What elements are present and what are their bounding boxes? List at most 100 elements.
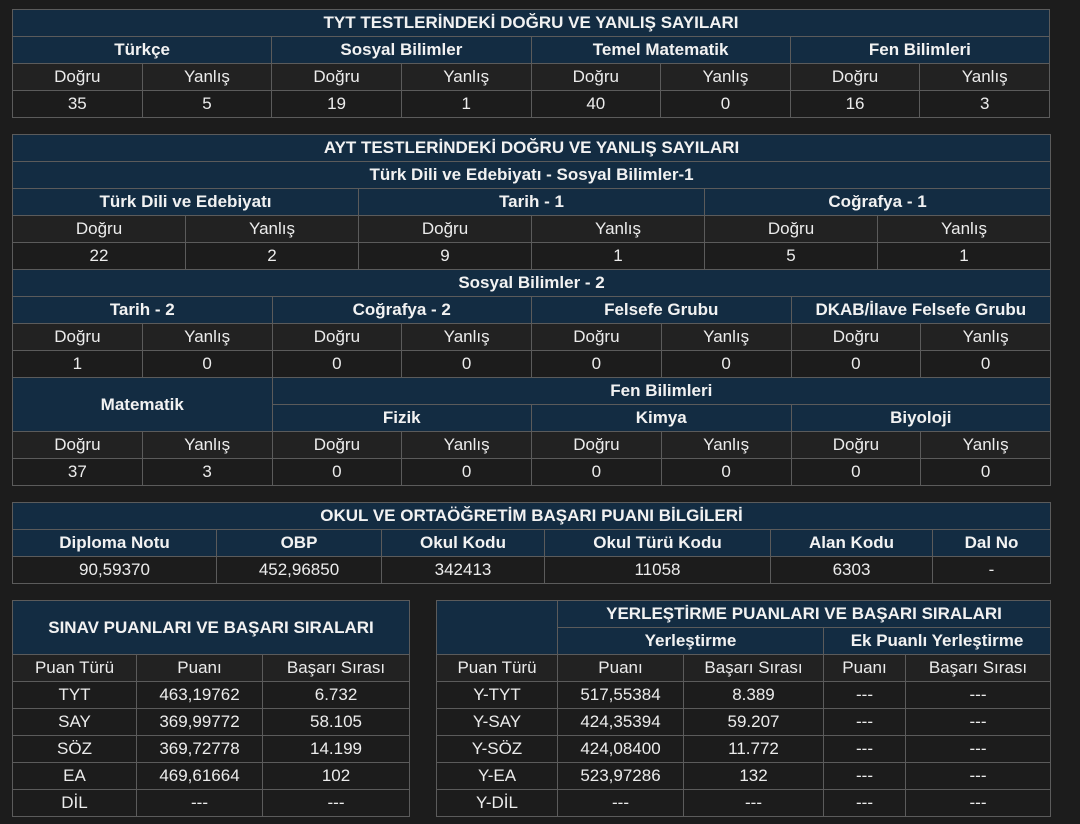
ayt-fen-title: Fen Bilimleri xyxy=(271,377,1052,405)
tyt-sosyal-yanlis: 1 xyxy=(400,90,532,118)
okul-kodu-value: 342413 xyxy=(381,556,545,584)
ayt-cografya2-dogru: 0 xyxy=(271,350,403,378)
puan-turu: SÖZ xyxy=(12,735,137,763)
ayt-title: AYT TESTLERİNDEKİ DOĞRU VE YANLIŞ SAYILA… xyxy=(11,134,1052,162)
tyt-subject-matematik: Temel Matematik xyxy=(530,36,791,64)
dogru-label: Doğru xyxy=(790,431,922,459)
ayt-felsefe-yanlis: 0 xyxy=(660,350,792,378)
yanlis-label: Yanlış xyxy=(660,63,791,91)
tyt-subject-fen: Fen Bilimleri xyxy=(789,36,1051,64)
dogru-label: Doğru xyxy=(531,323,662,351)
yerlestirme-title: YERLEŞTİRME PUANLARI VE BAŞARI SIRALARI xyxy=(557,600,1051,628)
dogru-label: Doğru xyxy=(704,215,878,243)
ayt-subject-tarih1: Tarih - 1 xyxy=(358,188,705,216)
yerlestirme-header: Başarı Sırası xyxy=(683,654,824,682)
yanlis-label: Yanlış xyxy=(401,431,532,459)
puan-turu: SAY xyxy=(12,708,137,736)
dogru-label: Doğru xyxy=(530,63,662,91)
basari-sirasi: --- xyxy=(683,789,824,817)
dogru-label: Doğru xyxy=(12,431,143,459)
ayt-subject-tarih2: Tarih - 2 xyxy=(12,296,273,324)
yerlestirme-header: Puanı xyxy=(823,654,906,682)
sinav-header: Puanı xyxy=(136,654,263,682)
basari-sirasi: 6.732 xyxy=(261,681,411,709)
obp-header: Alan Kodu xyxy=(770,529,933,557)
ayt-subject-felsefe: Felsefe Grubu xyxy=(531,296,792,324)
obp-table: OKUL VE ORTAÖĞRETİM BAŞARI PUANI BİLGİLE… xyxy=(11,502,1052,584)
basari-sirasi: 14.199 xyxy=(261,735,411,763)
obp-title: OKUL VE ORTAÖĞRETİM BAŞARI PUANI BİLGİLE… xyxy=(11,502,1052,530)
ayt-subject-cografya2: Coğrafya - 2 xyxy=(271,296,532,324)
ayt-matematik-yanlis: 3 xyxy=(141,458,273,486)
yanlis-label: Yanlış xyxy=(401,323,532,351)
ayt-kimya-yanlis: 0 xyxy=(660,458,792,486)
yerlestirme-table: YERLEŞTİRME PUANLARI VE BAŞARI SIRALARI … xyxy=(436,600,1051,817)
ayt-edebiyat-dogru: 22 xyxy=(12,242,186,270)
ayt-cografya1-dogru: 5 xyxy=(704,242,878,270)
ek-puan: --- xyxy=(823,762,906,790)
sinav-title: SINAV PUANLARI VE BAŞARI SIRALARI xyxy=(11,600,411,655)
basari-sirasi: 59.207 xyxy=(683,708,824,736)
ayt-tarih2-yanlis: 0 xyxy=(141,350,273,378)
obp-value: 452,96850 xyxy=(216,556,382,584)
tyt-turkce-yanlis: 5 xyxy=(141,90,273,118)
tyt-matematik-yanlis: 0 xyxy=(660,90,791,118)
puan-turu: Y-TYT xyxy=(436,681,558,709)
ayt-matematik-dogru: 37 xyxy=(12,458,143,486)
dogru-label: Doğru xyxy=(271,323,403,351)
ayt-subject-kimya: Kimya xyxy=(531,404,792,432)
yanlis-label: Yanlış xyxy=(185,215,359,243)
ayt-biyoloji-dogru: 0 xyxy=(790,458,922,486)
obp-header: Diploma Notu xyxy=(12,529,217,557)
ayt-cografya1-yanlis: 1 xyxy=(876,242,1052,270)
ayt-tarih1-yanlis: 1 xyxy=(531,242,705,270)
yanlis-label: Yanlış xyxy=(141,63,273,91)
sinav-table: SINAV PUANLARI VE BAŞARI SIRALARI Puan T… xyxy=(11,600,411,817)
dogru-label: Doğru xyxy=(12,323,143,351)
puan-turu: EA xyxy=(12,762,137,790)
ayt-tarih2-dogru: 1 xyxy=(12,350,143,378)
obp-header: OBP xyxy=(216,529,382,557)
okul-turu-kodu-value: 11058 xyxy=(544,556,771,584)
sinav-header: Başarı Sırası xyxy=(261,654,411,682)
yanlis-label: Yanlış xyxy=(141,323,273,351)
tyt-title: TYT TESTLERİNDEKİ DOĞRU VE YANLIŞ SAYILA… xyxy=(12,9,1050,37)
puan: 469,61664 xyxy=(136,762,263,790)
puan-turu: Y-SAY xyxy=(436,708,558,736)
tyt-subject-turkce: Türkçe xyxy=(11,36,273,64)
ayt-fizik-yanlis: 0 xyxy=(401,458,532,486)
yanlis-label: Yanlış xyxy=(920,323,1052,351)
puan: 523,97286 xyxy=(557,762,684,790)
ayt-fizik-dogru: 0 xyxy=(271,458,403,486)
yanlis-label: Yanlış xyxy=(141,431,273,459)
basari-sirasi: 8.389 xyxy=(683,681,824,709)
yerlestirme-header: Puan Türü xyxy=(436,654,558,682)
ayt-biyoloji-yanlis: 0 xyxy=(920,458,1052,486)
basari-sirasi: 132 xyxy=(683,762,824,790)
puan-turu: Y-DİL xyxy=(436,789,558,817)
ayt-dkab-dogru: 0 xyxy=(790,350,922,378)
dogru-label: Doğru xyxy=(790,323,922,351)
puan: 517,55384 xyxy=(557,681,684,709)
ek-basari-sirasi: --- xyxy=(905,762,1051,790)
ayt-subject-dkab: DKAB/İlave Felsefe Grubu xyxy=(790,296,1052,324)
yanlis-label: Yanlış xyxy=(400,63,532,91)
puan-turu: Y-SÖZ xyxy=(436,735,558,763)
dogru-label: Doğru xyxy=(358,215,532,243)
tyt-sosyal-dogru: 19 xyxy=(271,90,402,118)
yanlis-label: Yanlış xyxy=(531,215,705,243)
dogru-label: Doğru xyxy=(531,431,662,459)
ayt-tarih1-dogru: 9 xyxy=(358,242,532,270)
tyt-matematik-dogru: 40 xyxy=(530,90,662,118)
puan: 424,08400 xyxy=(557,735,684,763)
ayt-dkab-yanlis: 0 xyxy=(920,350,1052,378)
ek-basari-sirasi: --- xyxy=(905,789,1051,817)
diploma-notu-value: 90,59370 xyxy=(12,556,217,584)
ek-puan: --- xyxy=(823,681,906,709)
ayt-kimya-dogru: 0 xyxy=(531,458,662,486)
basari-sirasi: --- xyxy=(261,789,411,817)
yerlestirme-header: Başarı Sırası xyxy=(905,654,1051,682)
obp-header: Dal No xyxy=(931,529,1052,557)
ayt-subject-biyoloji: Biyoloji xyxy=(790,404,1052,432)
basari-sirasi: 102 xyxy=(261,762,411,790)
